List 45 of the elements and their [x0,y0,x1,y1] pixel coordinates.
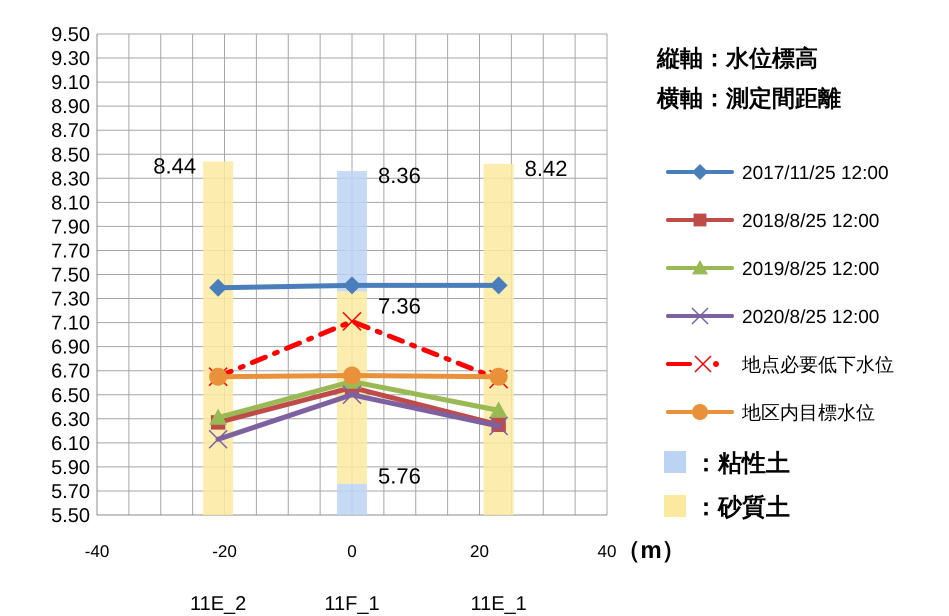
y-tick-label: 7.50 [51,264,90,286]
annotation: 7.36 [378,293,421,318]
y-tick-label: 9.10 [51,72,90,94]
annotation: 5.76 [378,464,421,489]
y-tick-label: 6.10 [51,432,90,455]
annotation: 8.42 [524,156,568,181]
y-tick-label: 9.30 [51,48,90,70]
y-tick-label: 5.90 [51,456,90,479]
x-tick-label: 40 [598,542,616,561]
legend-label: 2019/8/25 12:00 [742,259,880,280]
annotation: 8.36 [378,163,421,188]
y-tick-label: 6.30 [51,408,90,431]
legend-label: ：粘性土 [694,450,790,477]
y-tick-label: 7.30 [51,288,90,311]
legend-label: 地区内目標水位 [741,403,875,424]
legend-label: ：砂質土 [694,494,790,521]
y-tick-label: 8.30 [51,168,90,190]
legend-label: 2020/8/25 12:00 [742,307,880,328]
y-tick-label: 6.70 [51,360,90,383]
x-tick-label: -20 [212,542,237,561]
y-tick-label: 8.10 [51,192,90,214]
x-tick-label: 0 [347,542,357,561]
y-tick-label: 9.50 [51,24,90,46]
y-tick-label: 6.90 [51,336,90,359]
y-tick-label: 7.90 [51,216,90,238]
legend-label: 地点必要低下水位 [741,355,894,376]
legend-label: 2018/8/25 12:00 [742,211,880,232]
y-tick-label: 6.50 [51,384,90,407]
x-tick-label: 20 [470,542,489,561]
text: 11F_1 [324,593,380,615]
text: 縦軸：水位標高 [656,45,818,71]
y-tick-label: 8.90 [51,96,90,118]
y-tick-label: 8.50 [51,144,90,166]
x-tick-label: -40 [84,542,110,561]
text: 横軸：測定間距離 [656,85,841,111]
y-tick-label: 8.70 [51,120,90,142]
annotation: 8.44 [153,153,196,178]
y-tick-label: 5.50 [51,505,90,527]
y-tick-label: 7.10 [51,312,90,335]
text: 11E_1 [470,593,527,615]
legend-label: 2017/11/25 12:00 [742,163,889,184]
y-tick-label: 5.70 [51,480,90,503]
x-axis-title: （m） [616,537,686,564]
y-tick-label: 7.70 [51,240,90,262]
text: 11E_2 [190,593,246,615]
